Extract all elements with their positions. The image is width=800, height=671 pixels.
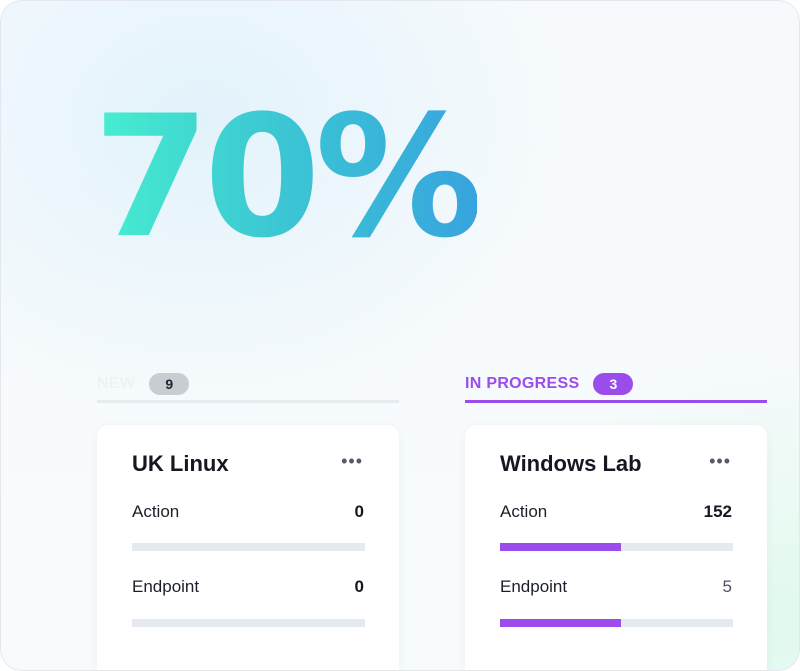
card-title: UK Linux bbox=[132, 451, 229, 476]
action-value: 0 bbox=[354, 502, 364, 521]
column-underline-new bbox=[97, 400, 399, 403]
column-label-new: NEW bbox=[97, 375, 136, 392]
completion-percentage: 70% bbox=[93, 79, 483, 275]
endpoint-progress-track bbox=[500, 619, 733, 627]
column-header-new[interactable]: NEW 9 bbox=[97, 365, 399, 403]
endpoint-value: 5 bbox=[722, 577, 732, 596]
more-horizontal-icon[interactable]: ••• bbox=[709, 451, 731, 471]
column-count-new: 9 bbox=[149, 373, 190, 395]
endpoint-progress-fill bbox=[500, 619, 622, 627]
action-progress-fill bbox=[500, 543, 622, 551]
endpoint-value: 0 bbox=[354, 577, 364, 596]
endpoint-label: Endpoint bbox=[132, 577, 200, 596]
column-underline-in-progress bbox=[465, 400, 767, 403]
card-uk-linux[interactable]: UK Linux ••• Action 0 Endpoint 0 bbox=[97, 425, 399, 670]
completion-subtitle bbox=[97, 263, 397, 287]
endpoint-progress-track bbox=[132, 619, 365, 627]
action-progress-track bbox=[132, 543, 365, 551]
more-horizontal-icon[interactable]: ••• bbox=[341, 451, 363, 471]
action-label: Action bbox=[132, 502, 180, 521]
endpoint-label: Endpoint bbox=[500, 577, 568, 596]
card-windows-lab[interactable]: Windows Lab ••• Action 152 Endpoint 5 bbox=[465, 425, 767, 670]
column-count-in-progress: 3 bbox=[593, 373, 634, 395]
action-value: 152 bbox=[703, 502, 732, 521]
card-title: Windows Lab bbox=[500, 451, 642, 476]
action-progress-track bbox=[500, 543, 733, 551]
column-label-in-progress: IN PROGRESS bbox=[465, 375, 580, 392]
action-label: Action bbox=[500, 502, 548, 521]
column-header-in-progress[interactable]: IN PROGRESS 3 bbox=[465, 365, 767, 403]
